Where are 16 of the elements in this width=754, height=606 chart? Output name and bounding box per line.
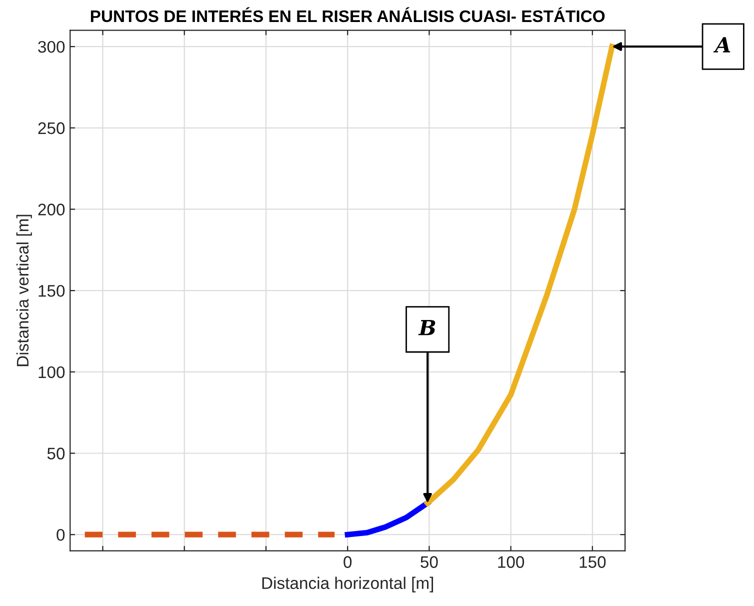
y-axis-title: Distancia vertical [m]	[16, 214, 32, 366]
annotation: A	[713, 37, 730, 52]
y-tick-label: 200	[38, 204, 65, 216]
y-tick-label: 300	[38, 40, 65, 53]
annotation: B	[418, 320, 436, 336]
x-tick-label: 150	[580, 556, 606, 568]
y-tick-label: 50	[47, 448, 65, 460]
x-tick-label: 100	[498, 556, 524, 568]
chart-title: PUNTOS DE INTERÉS EN EL RISER ANÁLISIS CUASI- ESTÁTICO	[90, 7, 605, 22]
x-tick-label: 0	[344, 556, 352, 568]
y-tick-label: 0	[56, 528, 65, 541]
y-tick-label: 150	[38, 284, 65, 297]
x-tick-label: 50	[420, 556, 438, 568]
x-axis-title: Distancia horizontal [m]	[262, 576, 434, 592]
y-tick-label: 100	[38, 366, 65, 378]
y-tick-label: 250	[38, 122, 65, 134]
